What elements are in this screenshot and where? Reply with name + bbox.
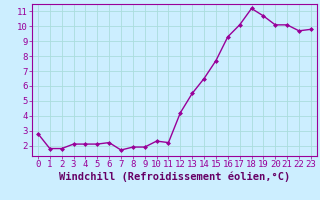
X-axis label: Windchill (Refroidissement éolien,°C): Windchill (Refroidissement éolien,°C) <box>59 172 290 182</box>
